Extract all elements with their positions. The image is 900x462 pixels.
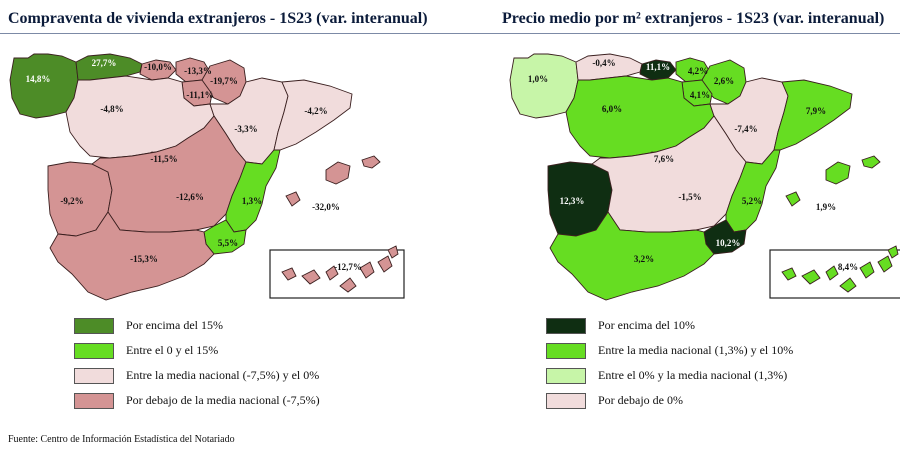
right-legend-swatch — [546, 342, 586, 359]
right-value-extremadura: 12,3% — [560, 196, 585, 206]
left-value-aragon: -3,3% — [234, 124, 257, 134]
right-value-aragon: -7,4% — [734, 124, 757, 134]
right-value-asturias: -0,4% — [592, 58, 615, 68]
left-legend-item: Entre la media nacional (-7,5%) y el 0% — [74, 366, 320, 385]
right-legend-swatch — [546, 392, 586, 409]
left-legend-label: Por encima del 15% — [126, 318, 223, 332]
left-region-baleares — [285, 155, 381, 207]
left-map-title: Compraventa de vivienda extranjeros - 1S… — [8, 10, 428, 27]
left-region-cataluna — [273, 79, 353, 151]
right-value-cataluna: 7,9% — [806, 106, 826, 116]
left-value-comunidad-valenciana: 1,3% — [242, 196, 262, 206]
left-value-castilla-y-leon: -4,8% — [100, 104, 123, 114]
left-map-panel: Compraventa de vivienda extranjeros - 1S… — [0, 0, 450, 430]
left-legend-swatch — [74, 392, 114, 409]
right-map-legend: Por encima del 10% Entre la media naciona… — [546, 316, 793, 416]
left-value-navarra: -19,7% — [210, 76, 238, 86]
right-value-galicia: 1,0% — [528, 74, 548, 84]
left-value-baleares: -32,0% — [312, 202, 340, 212]
left-value-castilla-la-mancha: -12,6% — [176, 192, 204, 202]
right-legend-label: Entre el 0% y la media nacional (1,3%) — [598, 368, 788, 382]
right-region-comunidad-valenciana — [725, 149, 781, 233]
right-canarias-inset-frame — [769, 249, 900, 299]
right-value-andalucia: 3,2% — [634, 254, 654, 264]
left-value-galicia: 14,8% — [26, 74, 51, 84]
right-region-canarias — [781, 245, 899, 293]
right-legend-label: Por encima del 10% — [598, 318, 695, 332]
right-regions-group: 1,0% -0,4% 11,1% 4,2% 2,6% 4,1% 6,0% -7,4% 7,9% 7… — [509, 53, 900, 301]
right-value-castilla-y-leon: 6,0% — [602, 104, 622, 114]
right-value-canarias: 8,4% — [838, 262, 858, 272]
right-value-navarra: 2,6% — [714, 76, 734, 86]
left-legend-swatch — [74, 367, 114, 384]
left-region-comunidad-valenciana — [225, 149, 281, 233]
left-map-legend: Por encima del 15% Entre el 0 y el 15% Ent… — [74, 316, 320, 416]
left-value-la-rioja: -11,1% — [186, 90, 213, 100]
left-region-canarias — [281, 245, 399, 293]
right-region-cantabria — [639, 59, 677, 81]
left-value-canarias: -12,7% — [334, 262, 362, 272]
right-value-comunidad-valenciana: 5,2% — [742, 196, 762, 206]
left-title-rule — [0, 33, 450, 34]
right-value-cantabria: 11,1% — [646, 62, 670, 72]
left-legend-label: Entre la media nacional (-7,5%) y el 0% — [126, 368, 320, 382]
left-value-pais-vasco: -13,3% — [184, 66, 212, 76]
right-region-baleares — [785, 155, 881, 207]
right-value-pais-vasco: 4,2% — [688, 66, 708, 76]
right-map-panel: Precio medio por m² extranjeros - 1S23 (… — [450, 0, 900, 430]
left-legend-swatch — [74, 342, 114, 359]
right-value-castilla-la-mancha: -1,5% — [678, 192, 701, 202]
source-note: Fuente: Centro de Información Estadístic… — [8, 434, 235, 445]
right-legend-item: Entre la media nacional (1,3%) y el 10% — [546, 341, 793, 360]
left-legend-item: Por debajo de la media nacional (-7,5%) — [74, 391, 320, 410]
left-canarias-inset-frame — [269, 249, 405, 299]
right-region-andalucia — [549, 211, 715, 301]
right-region-cataluna — [773, 79, 853, 151]
left-regions-group: 14,8% 27,7% -10,0% -13,3%-19,7% -11,1% -4,8% -… — [9, 53, 405, 301]
left-value-extremadura: -9,2% — [60, 196, 83, 206]
left-legend-label: Por debajo de la media nacional (-7,5%) — [126, 393, 320, 407]
left-legend-item: Entre el 0 y el 15% — [74, 341, 320, 360]
right-legend-label: Entre la media nacional (1,3%) y el 10% — [598, 343, 794, 357]
right-legend-item: Por debajo de 0% — [546, 391, 793, 410]
right-legend-label: Por debajo de 0% — [598, 393, 683, 407]
left-value-andalucia: -15,3% — [130, 254, 158, 264]
left-legend-item: Por encima del 15% — [74, 316, 320, 335]
right-value-madrid: 7,6% — [654, 154, 674, 164]
right-legend-item: Por encima del 10% — [546, 316, 793, 335]
left-value-asturias: 27,7% — [92, 58, 117, 68]
left-value-cantabria: -10,0% — [144, 62, 172, 72]
right-map-title: Precio medio por m² extranjeros - 1S23 (… — [502, 10, 885, 27]
right-value-murcia: 10,2% — [716, 238, 741, 248]
right-legend-swatch — [546, 317, 586, 334]
right-spain-map: 1,0% -0,4% 11,1% 4,2% 2,6% 4,1% 6,0% -7,4% 7,9% 7… — [509, 53, 900, 301]
right-value-la-rioja: 4,1% — [690, 90, 710, 100]
left-region-cantabria — [139, 59, 177, 81]
right-legend-swatch — [546, 367, 586, 384]
left-region-andalucia — [49, 211, 215, 301]
left-value-madrid: -11,5% — [150, 154, 177, 164]
right-legend-item: Entre el 0% y la media nacional (1,3%) — [546, 366, 793, 385]
left-value-cataluna: -4,2% — [304, 106, 327, 116]
right-title-rule — [450, 33, 900, 34]
left-legend-swatch — [74, 317, 114, 334]
left-value-murcia: 5,5% — [218, 238, 238, 248]
right-value-baleares: 1,9% — [816, 202, 836, 212]
left-spain-map: 14,8% 27,7% -10,0% -13,3%-19,7% -11,1% -4,8% -… — [9, 53, 405, 301]
left-legend-label: Entre el 0 y el 15% — [126, 343, 219, 357]
